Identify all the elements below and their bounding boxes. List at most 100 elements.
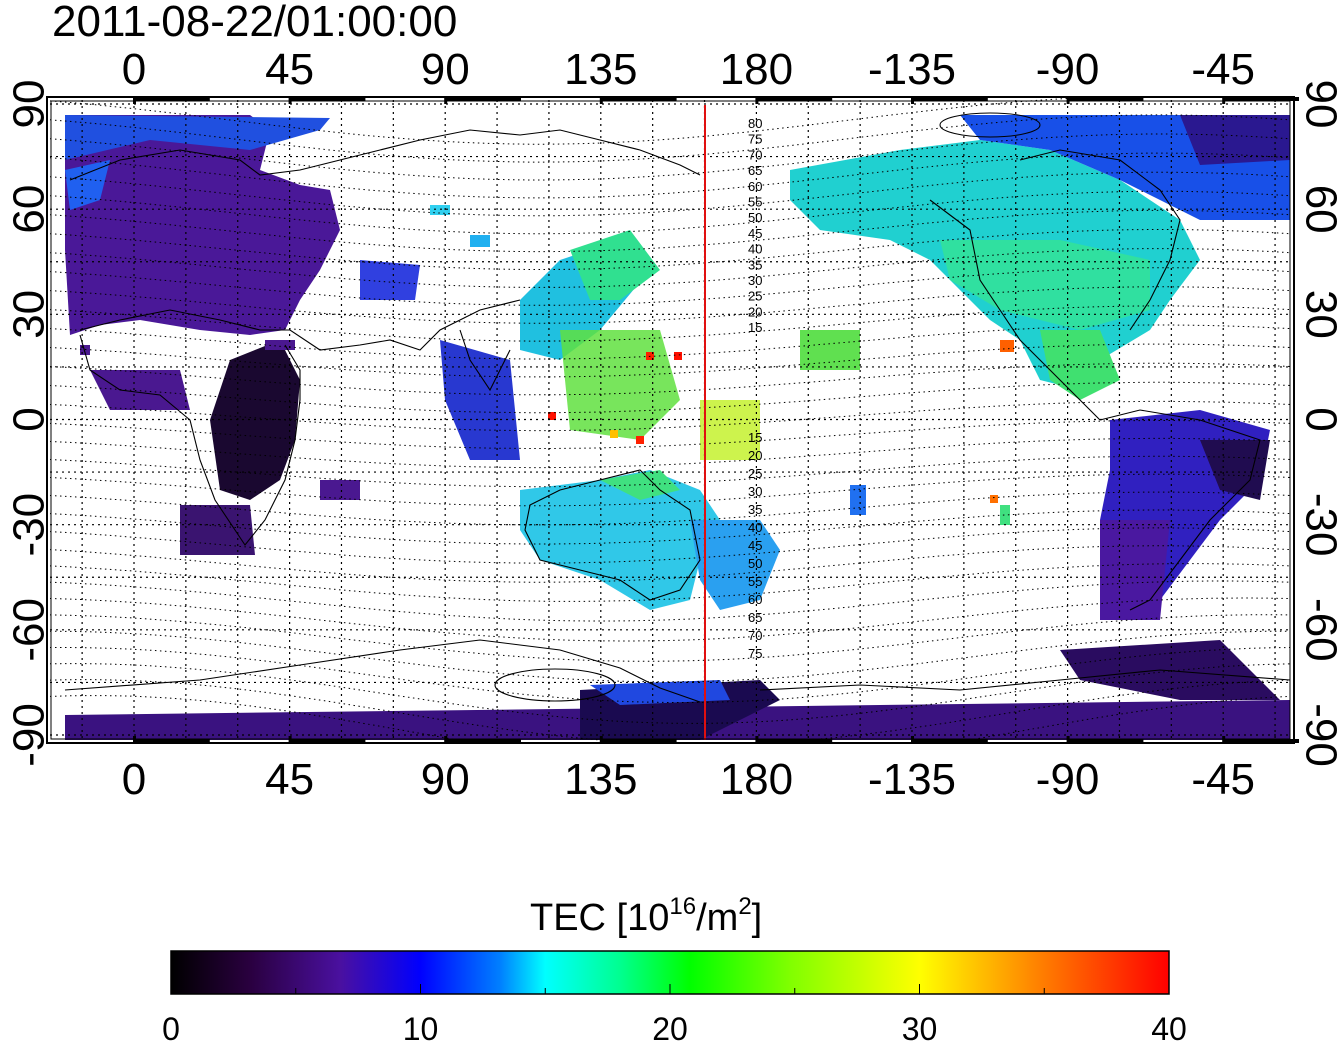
magnetic-contour <box>49 420 1291 449</box>
contour-label-north: 65 <box>748 163 762 178</box>
contour-label-south: 30 <box>748 484 762 499</box>
contour-label-north: 20 <box>748 304 762 319</box>
lat-label-right: 60 <box>1296 185 1340 234</box>
magnetic-contour <box>49 437 1291 469</box>
tec-data-layer <box>65 115 1290 740</box>
coastlines <box>64 112 1291 703</box>
frame-bar-bottom <box>1223 739 1299 743</box>
lon-label-bottom: -45 <box>1191 755 1255 804</box>
lat-label-right: 0 <box>1296 407 1340 431</box>
lon-label-bottom: -135 <box>868 755 956 804</box>
top-lon-labels: 0 45 90 135 180 -135 -90 -45 <box>122 45 1255 94</box>
magnetic-contour <box>49 324 1291 360</box>
colorbar-label: TEC [1016/m2] <box>530 893 762 939</box>
magnetic-contours <box>49 97 1291 743</box>
frame-ticks <box>133 96 1299 744</box>
lon-label-top: 90 <box>421 45 470 94</box>
magnetic-contour <box>49 580 1291 622</box>
lon-label-bottom: 0 <box>122 755 146 804</box>
lat-label-right: -30 <box>1296 493 1340 557</box>
timestamp-title: 2011-08-22/01:00:00 <box>52 0 457 46</box>
lat-label-left: 90 <box>5 80 54 129</box>
lat-label-right: -90 <box>1296 703 1340 767</box>
lon-label-top: -90 <box>1036 45 1100 94</box>
contour-label-north: 25 <box>748 289 762 304</box>
colorbar-label-unit-exponent: 2 <box>738 893 751 920</box>
colorbar-tick-label: 0 <box>162 1011 180 1042</box>
frame-bar-top <box>1067 97 1144 101</box>
colorbar-label-unit: /m <box>696 897 738 939</box>
bottom-lon-labels: 0 45 90 135 180 -135 -90 -45 <box>122 755 1255 804</box>
lat-label-left: -30 <box>5 493 54 557</box>
frame-bar-top <box>289 97 366 101</box>
contour-label-south: 35 <box>748 502 762 517</box>
magnetic-contour <box>49 248 1291 288</box>
contour-label-south: 25 <box>748 466 762 481</box>
contour-label-north: 50 <box>748 210 762 225</box>
contour-label-north: 35 <box>748 257 762 272</box>
magnetic-contour <box>49 305 1291 342</box>
contour-label-south: 55 <box>748 574 762 589</box>
contour-label-north: 75 <box>748 132 762 147</box>
left-lat-labels: 90 60 30 0 -30 -60 -90 <box>5 80 54 767</box>
contour-label-north: 70 <box>748 147 762 162</box>
lon-label-bottom: 135 <box>564 755 637 804</box>
lat-label-left: 30 <box>5 290 54 339</box>
contour-label-south: 75 <box>748 646 762 661</box>
colorbar: TEC [1016/m2] 0 10 20 30 40 <box>162 893 1187 1047</box>
colorbar-tick-labels: 0 10 20 30 40 <box>162 1011 1187 1047</box>
lon-label-top: 180 <box>720 45 793 94</box>
contour-label-south: 15 <box>748 430 762 445</box>
frame-bar-bottom <box>912 739 988 743</box>
magnetic-contour <box>49 491 1291 526</box>
frame-bar-top <box>600 97 677 101</box>
lat-label-left: -90 <box>5 703 54 767</box>
colorbar-label-main: TEC [10 <box>530 897 669 939</box>
lat-label-right: 30 <box>1296 290 1340 339</box>
lat-label-left: 60 <box>5 185 54 234</box>
magnetic-contour <box>49 455 1291 488</box>
contour-label-north: 55 <box>748 195 762 210</box>
frame-bar-bottom <box>1067 739 1144 743</box>
lon-label-top: 135 <box>564 45 637 94</box>
lon-label-bottom: -90 <box>1036 755 1100 804</box>
lat-label-right: -60 <box>1296 598 1340 662</box>
magnetic-contour <box>49 545 1291 583</box>
contour-label-south: 65 <box>748 610 762 625</box>
magnetic-contour <box>49 286 1291 324</box>
magnetic-contour <box>49 229 1291 270</box>
colorbar-label-exponent: 16 <box>669 893 696 920</box>
lat-label-left: 0 <box>5 407 54 431</box>
magnetic-contour <box>49 527 1291 564</box>
magnetic-contour <box>49 563 1291 602</box>
contour-label-north: 80 <box>748 116 762 131</box>
colorbar-tick-label: 30 <box>902 1011 938 1042</box>
contour-label-north: 15 <box>748 320 762 335</box>
lon-label-top: -45 <box>1191 45 1255 94</box>
lon-label-bottom: 180 <box>720 755 793 804</box>
colorbar-label-close: ] <box>752 897 763 939</box>
magnetic-contour <box>49 400 1291 432</box>
frame-bar-top <box>912 97 988 101</box>
magnetic-contour <box>49 381 1291 414</box>
magnetic-contour <box>49 473 1291 507</box>
map-area: 8075706560555045403530252015152025303540… <box>47 97 1294 743</box>
contour-label-north: 30 <box>748 273 762 288</box>
contour-label-south: 40 <box>748 520 762 535</box>
contour-label-south: 45 <box>748 538 762 553</box>
colorbar-tick-label: 20 <box>652 1011 688 1042</box>
contour-label-south: 60 <box>748 592 762 607</box>
magnetic-contour <box>49 695 1291 743</box>
contour-labels: 8075706560555045403530252015152025303540… <box>748 116 762 661</box>
lat-label-right: 90 <box>1296 80 1340 129</box>
contour-label-north: 40 <box>748 242 762 257</box>
right-lat-labels: 90 60 30 0 -30 -60 -90 <box>1296 80 1340 767</box>
magnetic-contour <box>49 343 1291 378</box>
contour-label-north: 45 <box>748 226 762 241</box>
lon-label-top: 0 <box>122 45 146 94</box>
contour-label-north: 60 <box>748 179 762 194</box>
colorbar-tick-label: 10 <box>403 1011 439 1042</box>
contour-label-south: 50 <box>748 556 762 571</box>
